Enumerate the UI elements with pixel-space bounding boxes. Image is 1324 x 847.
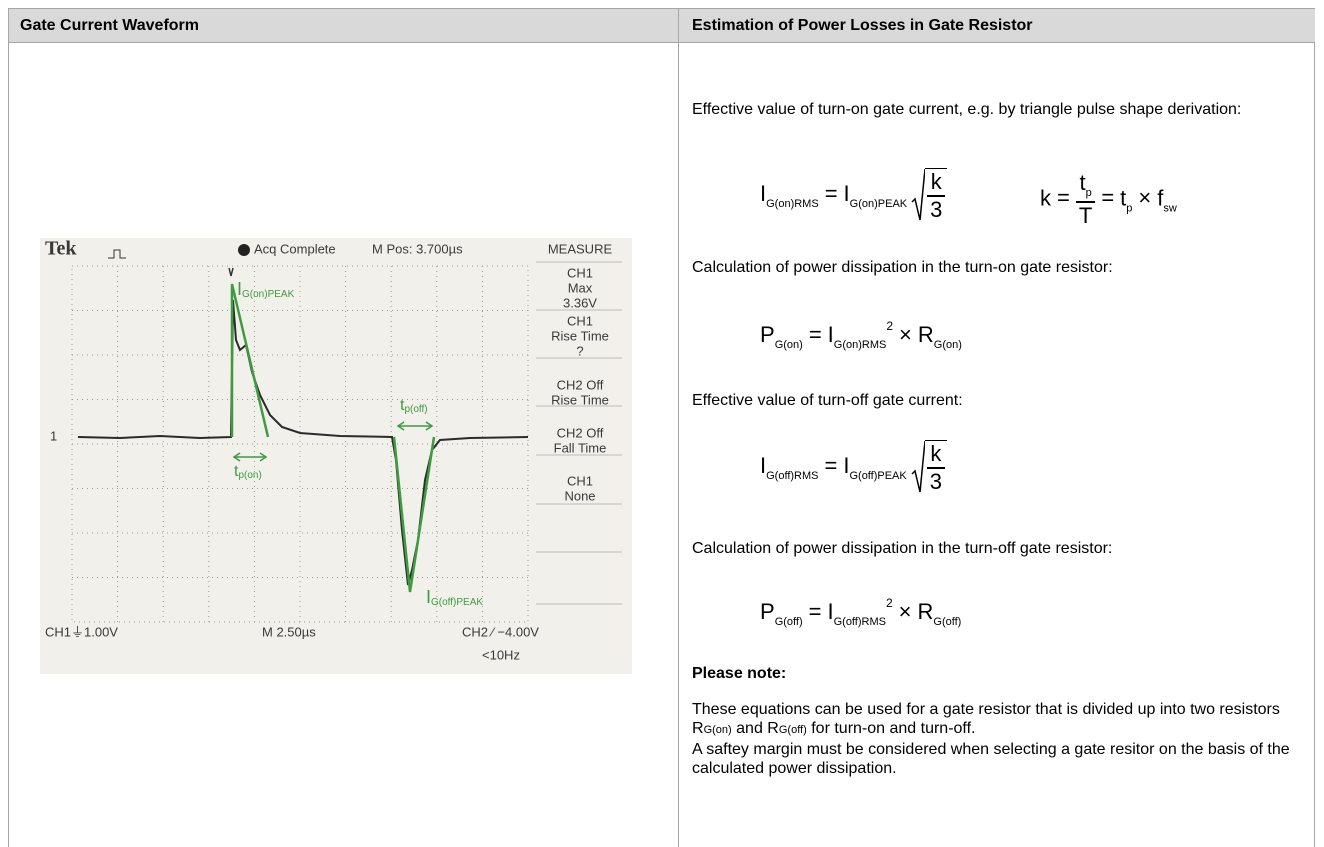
page: Gate Current Waveform Estimation of Powe… <box>0 0 1324 847</box>
menu-item: CH2 Off <box>557 377 604 392</box>
scope-brand: Tek <box>45 238 77 260</box>
menu-item: Rise Time <box>551 328 609 343</box>
note-text: A saftey margin must be considered when … <box>692 741 1290 777</box>
note-text: R <box>692 720 704 737</box>
menu-item: None <box>564 488 595 503</box>
radical-sign <box>911 440 925 494</box>
numerator: k <box>927 443 945 469</box>
subscript: G(on)RMS <box>834 339 887 351</box>
menu-item: Rise Time <box>551 392 609 407</box>
menu-item: ? <box>576 343 583 358</box>
subscript: G(off)RMS <box>766 470 818 482</box>
label-sub: p(off) <box>404 404 427 415</box>
menu-item: CH1 <box>567 313 593 328</box>
subscript: G(off)PEAK <box>849 470 906 482</box>
operator: = <box>1057 185 1070 210</box>
note-subscript: G(on) <box>704 724 732 736</box>
timebase: M 2.50µs <box>262 624 316 639</box>
denominator: 3 <box>927 469 945 493</box>
symbol: P <box>760 599 775 624</box>
exponent: 2 <box>886 319 893 333</box>
note-subscript: G(off) <box>779 724 807 736</box>
symbol: R <box>918 599 934 624</box>
trigger: CH2 ∕ −4.00V <box>462 624 539 639</box>
subscript: G(on)RMS <box>766 198 819 210</box>
subscript: p <box>1086 187 1092 199</box>
operator: = <box>809 599 822 624</box>
operator: × <box>899 599 912 624</box>
label-sub: G(on)PEAK <box>242 289 295 300</box>
operator: = <box>825 181 838 206</box>
denominator: T <box>1076 203 1095 227</box>
menu-item: 3.36V <box>563 295 597 310</box>
note-text: R <box>767 720 779 737</box>
channel-marker: 1 <box>50 428 57 443</box>
menu-item: Max <box>568 280 593 295</box>
equation-poff: PG(off)=IG(off)RMS2×RG(off) <box>760 597 961 628</box>
menu-item: CH1 <box>567 265 593 280</box>
note: These equations can be used for a gate r… <box>692 700 1308 778</box>
subscript: p <box>1126 202 1132 214</box>
denominator: 3 <box>927 197 945 221</box>
subscript: G(on)PEAK <box>850 198 907 210</box>
menu-title: MEASURE <box>548 241 613 256</box>
note-title: Please note: <box>692 664 1308 683</box>
header-right: Estimation of Power Losses in Gate Resis… <box>692 17 1033 35</box>
subscript: G(on) <box>775 339 803 351</box>
operator: = <box>824 453 837 478</box>
scope-position: M Pos: 3.700µs <box>372 241 463 256</box>
equation-ion: IG(on)RMS=IG(on)PEAKk3 <box>760 168 947 222</box>
operator: × <box>1138 185 1151 210</box>
menu-item: CH1 <box>567 473 593 488</box>
calc-off: Calculation of power dissipation in the … <box>692 539 1308 558</box>
calc-on: Calculation of power dissipation in the … <box>692 258 1308 277</box>
subscript: G(off) <box>933 616 961 628</box>
note-text: and <box>736 720 763 737</box>
ch1-scale: CH1⏚1.00V <box>45 624 118 639</box>
scope-background <box>40 238 632 674</box>
operator: = <box>809 322 822 347</box>
numerator: k <box>927 171 945 197</box>
column-divider <box>678 9 679 847</box>
menu-item: CH2 Off <box>557 425 604 440</box>
symbol: k <box>1040 185 1051 210</box>
radical-sign <box>911 168 925 222</box>
scope-status: Acq Complete <box>254 241 336 256</box>
intro-off: Effective value of turn-off gate current… <box>692 391 1308 410</box>
menu-item: Fall Time <box>554 440 607 455</box>
subscript: G(off)RMS <box>834 616 886 628</box>
oscilloscope-capture: Tek Acq Complete M Pos: 3.700µs MEASURE … <box>0 0 678 847</box>
symbol: R <box>918 322 934 347</box>
note-text: for turn-on and turn-off. <box>811 720 975 737</box>
note-text: These equations can be used for a gate r… <box>692 701 1280 718</box>
operator: = <box>1101 185 1114 210</box>
exponent: 2 <box>886 596 893 610</box>
subscript: sw <box>1163 202 1176 214</box>
operator: × <box>899 322 912 347</box>
label-sub: p(on) <box>238 470 261 481</box>
subscript: G(on) <box>934 339 962 351</box>
frequency: <10Hz <box>482 647 520 662</box>
label-sub: G(off)PEAK <box>431 597 483 608</box>
status-dot <box>238 244 250 256</box>
equation-pon: PG(on)=IG(on)RMS2×RG(on) <box>760 320 962 351</box>
subscript: G(off) <box>775 616 803 628</box>
intro-on: Effective value of turn-on gate current,… <box>692 100 1308 119</box>
symbol: P <box>760 322 775 347</box>
